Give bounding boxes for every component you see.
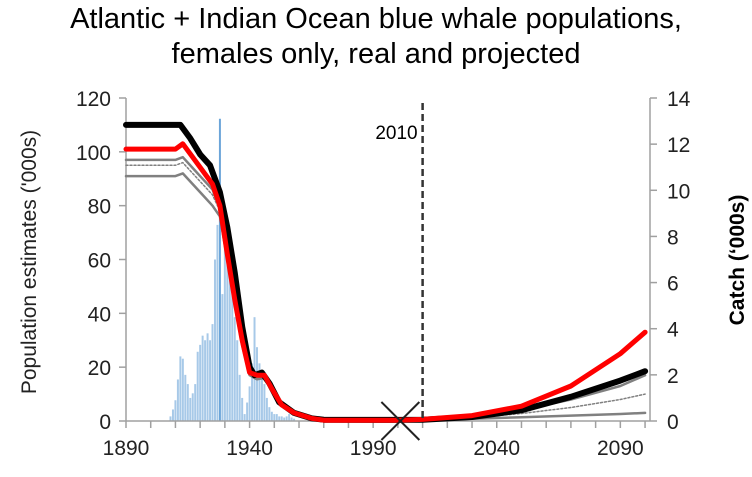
series-line-gray-dotted [125, 161, 646, 421]
x-tick-label: 1940 [226, 437, 273, 460]
y2-tick-label: 2 [667, 365, 679, 388]
catch-bar [199, 344, 202, 421]
catch-bar [184, 374, 187, 421]
catch-bar [181, 358, 184, 421]
catch-bar [218, 118, 221, 421]
x-marker-stroke [380, 401, 421, 441]
catch-bar [231, 271, 234, 421]
catch-bar [280, 416, 283, 421]
catch-bar [204, 340, 207, 421]
catch-bar [191, 393, 194, 421]
x-tick-label: 1890 [103, 437, 150, 460]
y2-tick-label: 14 [667, 88, 691, 111]
catch-bar [176, 379, 179, 421]
catch-bar [216, 224, 219, 421]
catch-bar [283, 417, 286, 421]
title-line-1: Atlantic + Indian Ocean blue whale popul… [70, 3, 682, 35]
y2-axis-label: Catch (‘000s) [726, 195, 749, 326]
chart-title: Atlantic + Indian Ocean blue whale popul… [0, 2, 752, 72]
catch-bar [228, 236, 231, 421]
catch-bar [171, 409, 174, 421]
catch-bar [293, 418, 296, 421]
y-tick-label: 40 [88, 303, 111, 326]
x-tick-label: 1990 [350, 437, 397, 460]
axes: 1890 1940 1990 2040 209002040608010012002468… [76, 88, 691, 460]
catch-bar [288, 414, 291, 421]
catch-bar [169, 416, 172, 421]
catch-bar [179, 356, 182, 421]
catch-bar [189, 397, 192, 421]
title-line-2: females only, real and projected [171, 38, 581, 70]
series-line-red [123, 141, 648, 423]
catch-bar [273, 414, 276, 421]
catch-bars [169, 118, 296, 421]
catch-bar [206, 333, 209, 421]
annotations: 2010 [375, 103, 424, 441]
y2-tick-label: 8 [667, 226, 679, 249]
catch-bar [223, 224, 226, 421]
catch-bar [236, 340, 239, 421]
catch-bar [241, 397, 244, 421]
catch-bar [186, 384, 189, 421]
y2-tick-label: 10 [667, 180, 690, 203]
y-tick-label: 80 [88, 196, 111, 219]
catch-bar [275, 414, 278, 421]
catch-bar [251, 363, 254, 421]
catch-bar [253, 317, 256, 421]
catch-bar [209, 340, 212, 421]
catch-bar [260, 374, 263, 421]
y2-tick-label: 12 [667, 134, 690, 157]
y2-tick-label: 6 [667, 273, 679, 296]
catch-bar [263, 384, 266, 421]
y2-tick-label: 4 [667, 319, 679, 342]
catch-bar [221, 294, 224, 421]
y-axis-label: Population estimates ('000s) [18, 130, 41, 394]
catch-bar [268, 407, 271, 421]
y-tick-label: 100 [76, 142, 111, 165]
x-tick-label: 2090 [597, 437, 644, 460]
y-tick-label: 120 [76, 88, 111, 111]
catch-bar [194, 384, 197, 421]
catch-bar [248, 386, 251, 421]
y-tick-label: 20 [88, 357, 111, 380]
catch-bar [233, 317, 236, 421]
y2-tick-label: 0 [667, 411, 679, 434]
catch-bar [290, 417, 293, 421]
catch-bar [258, 363, 261, 421]
series-line-gray [124, 172, 647, 422]
catch-bar [213, 259, 216, 421]
series-lines [123, 121, 649, 423]
x-tick-label: 2040 [473, 437, 520, 460]
catch-bar [211, 324, 214, 421]
catch-bar [270, 411, 273, 421]
catch-bar [201, 335, 204, 421]
catch-bar [285, 416, 288, 421]
catch-bar [256, 347, 258, 421]
y-tick-label: 60 [88, 250, 111, 273]
catch-bar [196, 351, 199, 421]
catch-bar [174, 400, 177, 421]
catch-bar [238, 374, 241, 421]
catch-bar [246, 402, 249, 421]
year-2010-label: 2010 [375, 123, 417, 144]
catch-bar [226, 247, 229, 421]
catch-bar [278, 416, 281, 421]
y-tick-label: 0 [99, 411, 111, 434]
catch-bar [243, 414, 246, 421]
catch-bar [265, 397, 268, 421]
